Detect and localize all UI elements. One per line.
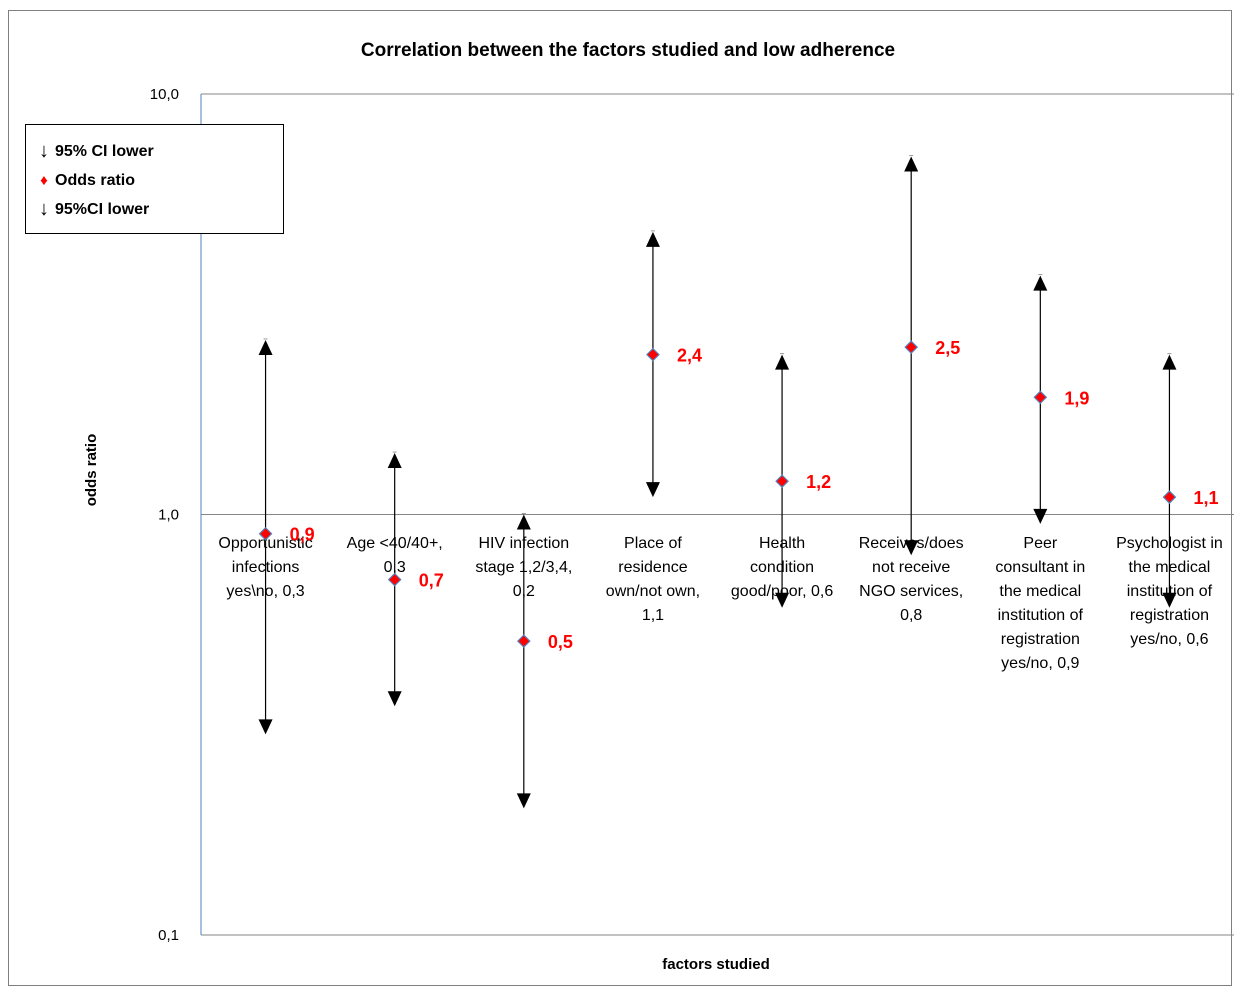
x-category-label: Psychologist in the medical institution of… (1116, 535, 1223, 648)
x-category-label: Health condition good/poor, 0,6 (731, 535, 833, 600)
data-label: 1,2 (806, 472, 831, 492)
up-arrow-icon (775, 354, 790, 370)
odds-ratio-marker (1162, 490, 1177, 504)
down-arrow-icon (904, 540, 919, 556)
y-tick-label: 0,1 (158, 927, 179, 944)
legend-label: 95% CI lower (55, 142, 154, 160)
legend-item-odds-ratio: ♦ Odds ratio (36, 166, 283, 195)
x-axis-title: factors studied (662, 956, 770, 973)
y-axis-title: odds ratio (83, 434, 100, 507)
odds-ratio-marker (904, 340, 919, 355)
down-arrow-icon (387, 691, 402, 707)
down-arrow-icon (516, 793, 531, 809)
legend: ↓ 95% CI lower ♦ Odds ratio ↓ 95%CI lowe… (25, 124, 284, 234)
odds-ratio-marker (516, 634, 531, 648)
up-arrow-icon (258, 340, 273, 356)
category-labels: Opportunistic infections yes\no, 0,3 Age <4… (218, 535, 1222, 672)
y-tick-label: 10,0 (150, 86, 179, 103)
up-arrow-icon (1033, 275, 1048, 291)
odds-ratio-marker (646, 347, 660, 362)
down-arrow-icon: ↓ (39, 198, 49, 220)
legend-item-ci-upper: ↓ 95%CI lower (36, 195, 283, 224)
down-arrow-icon (1033, 508, 1048, 524)
up-arrow-icon (904, 156, 919, 172)
down-arrow-icon: ↓ (39, 140, 49, 162)
legend-label: Odds ratio (55, 171, 136, 189)
data-label: 1,1 (1193, 488, 1218, 508)
up-arrow-icon (516, 514, 531, 530)
x-category-label: HIV infection stage 1,2/3,4, 0,2 (475, 535, 572, 600)
odds-ratio-marker (258, 526, 273, 541)
chart-title: Correlation between the factors studied … (361, 40, 895, 61)
data-label: 1,9 (1064, 388, 1089, 408)
odds-ratio-marker (387, 572, 402, 587)
data-label: 0,9 (290, 525, 315, 545)
up-arrow-icon (1162, 354, 1177, 370)
gridlines (200, 93, 1234, 936)
data-label: 0,7 (419, 571, 444, 591)
y-tick-label: 1,0 (158, 507, 179, 524)
odds-ratio-markers (258, 340, 1177, 648)
x-category-label: Opportunistic infections yes\no, 0,3 (218, 535, 312, 600)
legend-item-ci-lower: ↓ 95% CI lower (36, 137, 283, 166)
diamond-icon: ♦ (40, 172, 48, 189)
down-arrow-icon (645, 482, 660, 498)
x-category-label: Peer consultant in the medical institution … (995, 535, 1085, 672)
x-category-label: Receives/does not receive NGO services, 0,8 (859, 535, 964, 624)
odds-ratio-marker (1033, 390, 1048, 405)
legend-label: 95%CI lower (55, 200, 150, 218)
down-arrow-icon (775, 592, 790, 608)
data-label: 2,5 (935, 338, 960, 358)
data-label: 2,4 (677, 346, 702, 366)
down-arrow-icon (258, 719, 273, 735)
data-labels: 0,9 0,7 0,5 2,4 1,2 2,5 1,9 1,1 (290, 338, 1219, 652)
data-label: 0,5 (548, 632, 573, 652)
up-arrow-icon (645, 231, 660, 247)
down-arrow-icon (1162, 592, 1177, 608)
odds-ratio-marker (775, 474, 789, 489)
x-category-label: Age <40/40+, 0,3 (347, 535, 443, 576)
error-bars (258, 155, 1177, 809)
y-axis-ticks: 0,1 1,0 10,0 (150, 86, 179, 944)
up-arrow-icon (387, 453, 402, 469)
x-category-label: Place of residence own/not own, 1,1 (606, 535, 700, 624)
